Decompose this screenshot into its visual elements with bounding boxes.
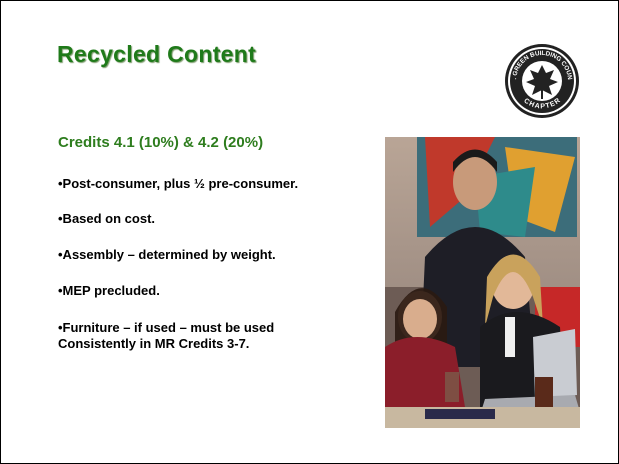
slide-subtitle: Credits 4.1 (10%) & 4.2 (20%) xyxy=(58,134,263,151)
bullet: •Based on cost. xyxy=(58,211,155,227)
photo xyxy=(385,137,580,428)
slide: Recycled Content Credits 4.1 (10%) & 4.2… xyxy=(0,0,619,464)
slide-title: Recycled Content xyxy=(57,41,256,68)
bullet: •MEP precluded. xyxy=(58,283,160,299)
bullet: •Furniture – if used – must be used Cons… xyxy=(58,320,274,352)
logo: U.S. GREEN BUILDING COUNCIL CHAPTER xyxy=(504,43,580,119)
bullet: •Assembly – determined by weight. xyxy=(58,247,276,263)
bullet: •Post-consumer, plus ½ pre-consumer. xyxy=(58,176,298,192)
